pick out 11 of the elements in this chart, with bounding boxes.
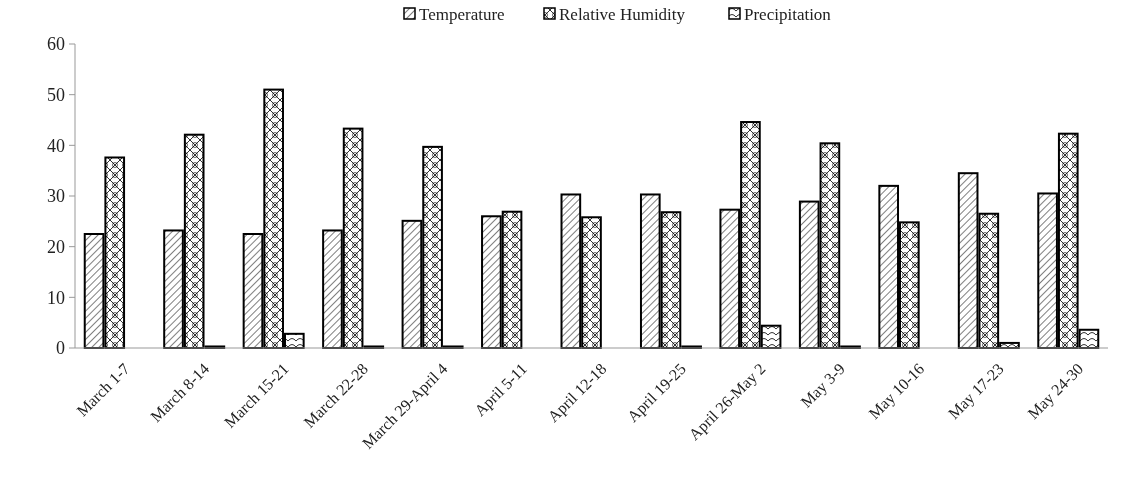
y-tick-label: 40: [47, 135, 65, 156]
y-tick-label: 20: [47, 236, 65, 257]
y-tick-label: 10: [47, 287, 65, 308]
y-tick-label: 0: [56, 338, 65, 359]
y-tick-label: 50: [47, 84, 65, 105]
x-tick-label: May 3-9: [797, 360, 849, 412]
legend-label: Relative Humidity: [559, 4, 686, 24]
legend-label: Temperature: [419, 4, 505, 24]
y-tick-label: 60: [47, 34, 65, 55]
legend-label: Precipitation: [744, 4, 832, 24]
y-tick-label: 30: [47, 186, 65, 207]
